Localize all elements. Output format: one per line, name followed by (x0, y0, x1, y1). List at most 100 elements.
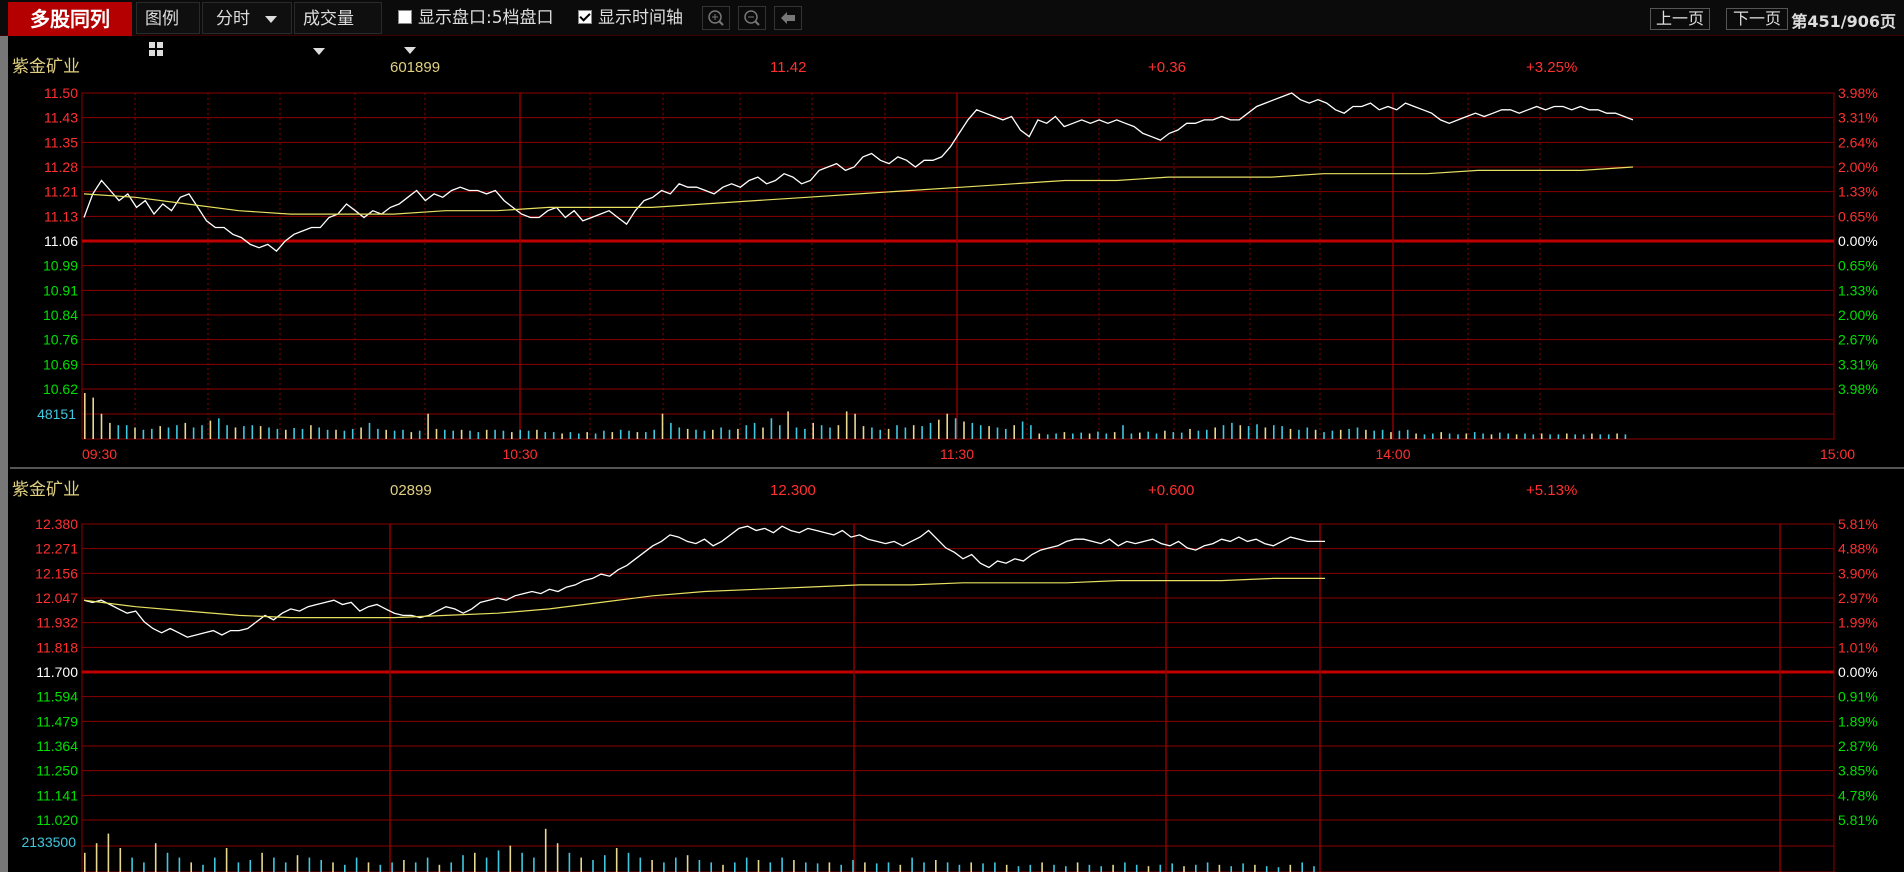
prev-page-button[interactable]: 上一页 (1650, 8, 1710, 30)
price-tick-label: 10.76 (43, 332, 78, 348)
volume-bar (234, 427, 237, 439)
price-tick-label: 11.020 (36, 812, 78, 828)
volume-bar (911, 857, 913, 872)
pct-tick-label: 2.00% (1838, 307, 1878, 323)
price-tick-label: 10.62 (43, 381, 78, 397)
chevron-down-icon[interactable] (404, 46, 416, 54)
chevron-down-icon (313, 47, 325, 55)
volume-bar (377, 428, 379, 439)
volume-bar (1197, 430, 1200, 439)
volume-bar (1130, 433, 1133, 439)
volume-bar (1230, 866, 1232, 872)
volume-bar (1356, 427, 1359, 439)
price-change-pct: +3.25% (1526, 59, 1577, 76)
volume-bar (393, 430, 396, 439)
volume-bar (1072, 433, 1074, 439)
orderbook-checkbox[interactable] (398, 10, 412, 24)
volume-bar (1390, 432, 1392, 439)
price-tick-label: 11.479 (36, 713, 78, 729)
volume-bar (444, 429, 446, 439)
price-tick-label: 11.250 (36, 763, 78, 779)
volume-bar (1298, 429, 1300, 439)
toolbar: 多股同列 图例 分时 成交量 显示盘口:5档盘口 显示时间轴 上一页 下一页 第… (0, 0, 1904, 56)
volume-bar (1524, 433, 1526, 439)
price-tick-label: 11.932 (36, 615, 78, 631)
next-page-button[interactable]: 下一页 (1726, 8, 1788, 30)
volume-bar (1406, 429, 1409, 439)
price-tick-label: 11.818 (36, 639, 78, 655)
volume-bar (485, 857, 488, 872)
volume-bar (1063, 432, 1066, 439)
volume-bar (1339, 429, 1342, 439)
volume-bar (592, 860, 594, 872)
indicator-dropdown[interactable]: 成交量 (294, 2, 382, 55)
volume-bar (1273, 425, 1275, 439)
volume-bar (318, 427, 320, 439)
side-tab-strip[interactable] (0, 36, 8, 872)
volume-bar (1139, 432, 1141, 439)
volume-bar (779, 425, 781, 439)
volume-bar (1112, 864, 1114, 872)
time-axis-checkbox[interactable] (578, 10, 592, 24)
volume-bar (840, 864, 842, 872)
average-price-line (83, 577, 1325, 619)
volume-bar (154, 843, 157, 872)
price-tick-label: 12.380 (35, 516, 78, 532)
volume-max-label: 48151 (37, 406, 76, 422)
volume-bar (678, 427, 681, 439)
volume-bar (1038, 433, 1041, 439)
volume-bar (1113, 432, 1116, 439)
multi-stock-chart: 紫金矿业 601899 11.42 +0.36 +3.25% 11.50 3.98% 11.4… (10, 57, 1904, 872)
volume-bar (963, 421, 965, 439)
volume-bar (410, 432, 413, 439)
volume-bar (536, 429, 538, 439)
price-tick-label: 11.141 (36, 787, 78, 803)
volume-bar (770, 418, 773, 439)
last-price: 12.300 (770, 482, 816, 499)
volume-bar (1183, 866, 1185, 872)
pct-tick-label: 3.98% (1838, 85, 1878, 101)
volume-bar (1313, 866, 1315, 872)
zoom-out-icon[interactable] (738, 6, 766, 30)
volume-bar (1499, 432, 1501, 439)
volume-bar (391, 862, 393, 872)
show-orderbook-toggle[interactable]: 显示盘口:5档盘口 (390, 2, 570, 54)
period-dropdown[interactable]: 分时 (202, 2, 292, 34)
stock-name: 紫金矿业 (12, 57, 80, 76)
volume-bar (178, 857, 181, 872)
legend-button[interactable]: 图例 (136, 2, 200, 56)
volume-bar (1147, 431, 1149, 439)
volume-bar (793, 860, 795, 872)
volume-bar (497, 850, 500, 872)
price-tick-label: 10.99 (43, 258, 78, 274)
volume-bar (190, 862, 192, 872)
volume-bar (511, 432, 513, 439)
volume-bar (552, 432, 555, 439)
volume-bar (1100, 866, 1102, 872)
volume-bar (521, 852, 523, 872)
volume-bar (1381, 429, 1384, 439)
price-tick-label: 11.35 (44, 134, 78, 150)
pct-tick-label: 1.89% (1838, 713, 1878, 729)
volume-bar (720, 427, 722, 439)
volume-bar (1465, 433, 1468, 439)
zoom-in-icon[interactable] (702, 6, 730, 30)
volume-bar (1432, 433, 1434, 439)
volume-bar (935, 860, 937, 872)
back-arrow-icon[interactable] (774, 6, 802, 30)
volume-bar (214, 857, 216, 872)
volume-bar (418, 430, 421, 439)
pct-tick-label: 4.78% (1838, 787, 1878, 803)
show-time-axis-toggle[interactable]: 显示时间轴 (570, 2, 692, 34)
price-tick-label: 10.84 (43, 307, 78, 323)
volume-bar (477, 432, 480, 439)
volume-bar (1147, 866, 1150, 872)
volume-bar (1053, 864, 1055, 872)
volume-bar (1206, 862, 1209, 872)
volume-bar (385, 429, 387, 439)
volume-bar (710, 862, 712, 872)
volume-bar (745, 857, 748, 872)
volume-bar (438, 864, 441, 872)
volume-bar (494, 429, 496, 439)
volume-bar (586, 432, 588, 439)
